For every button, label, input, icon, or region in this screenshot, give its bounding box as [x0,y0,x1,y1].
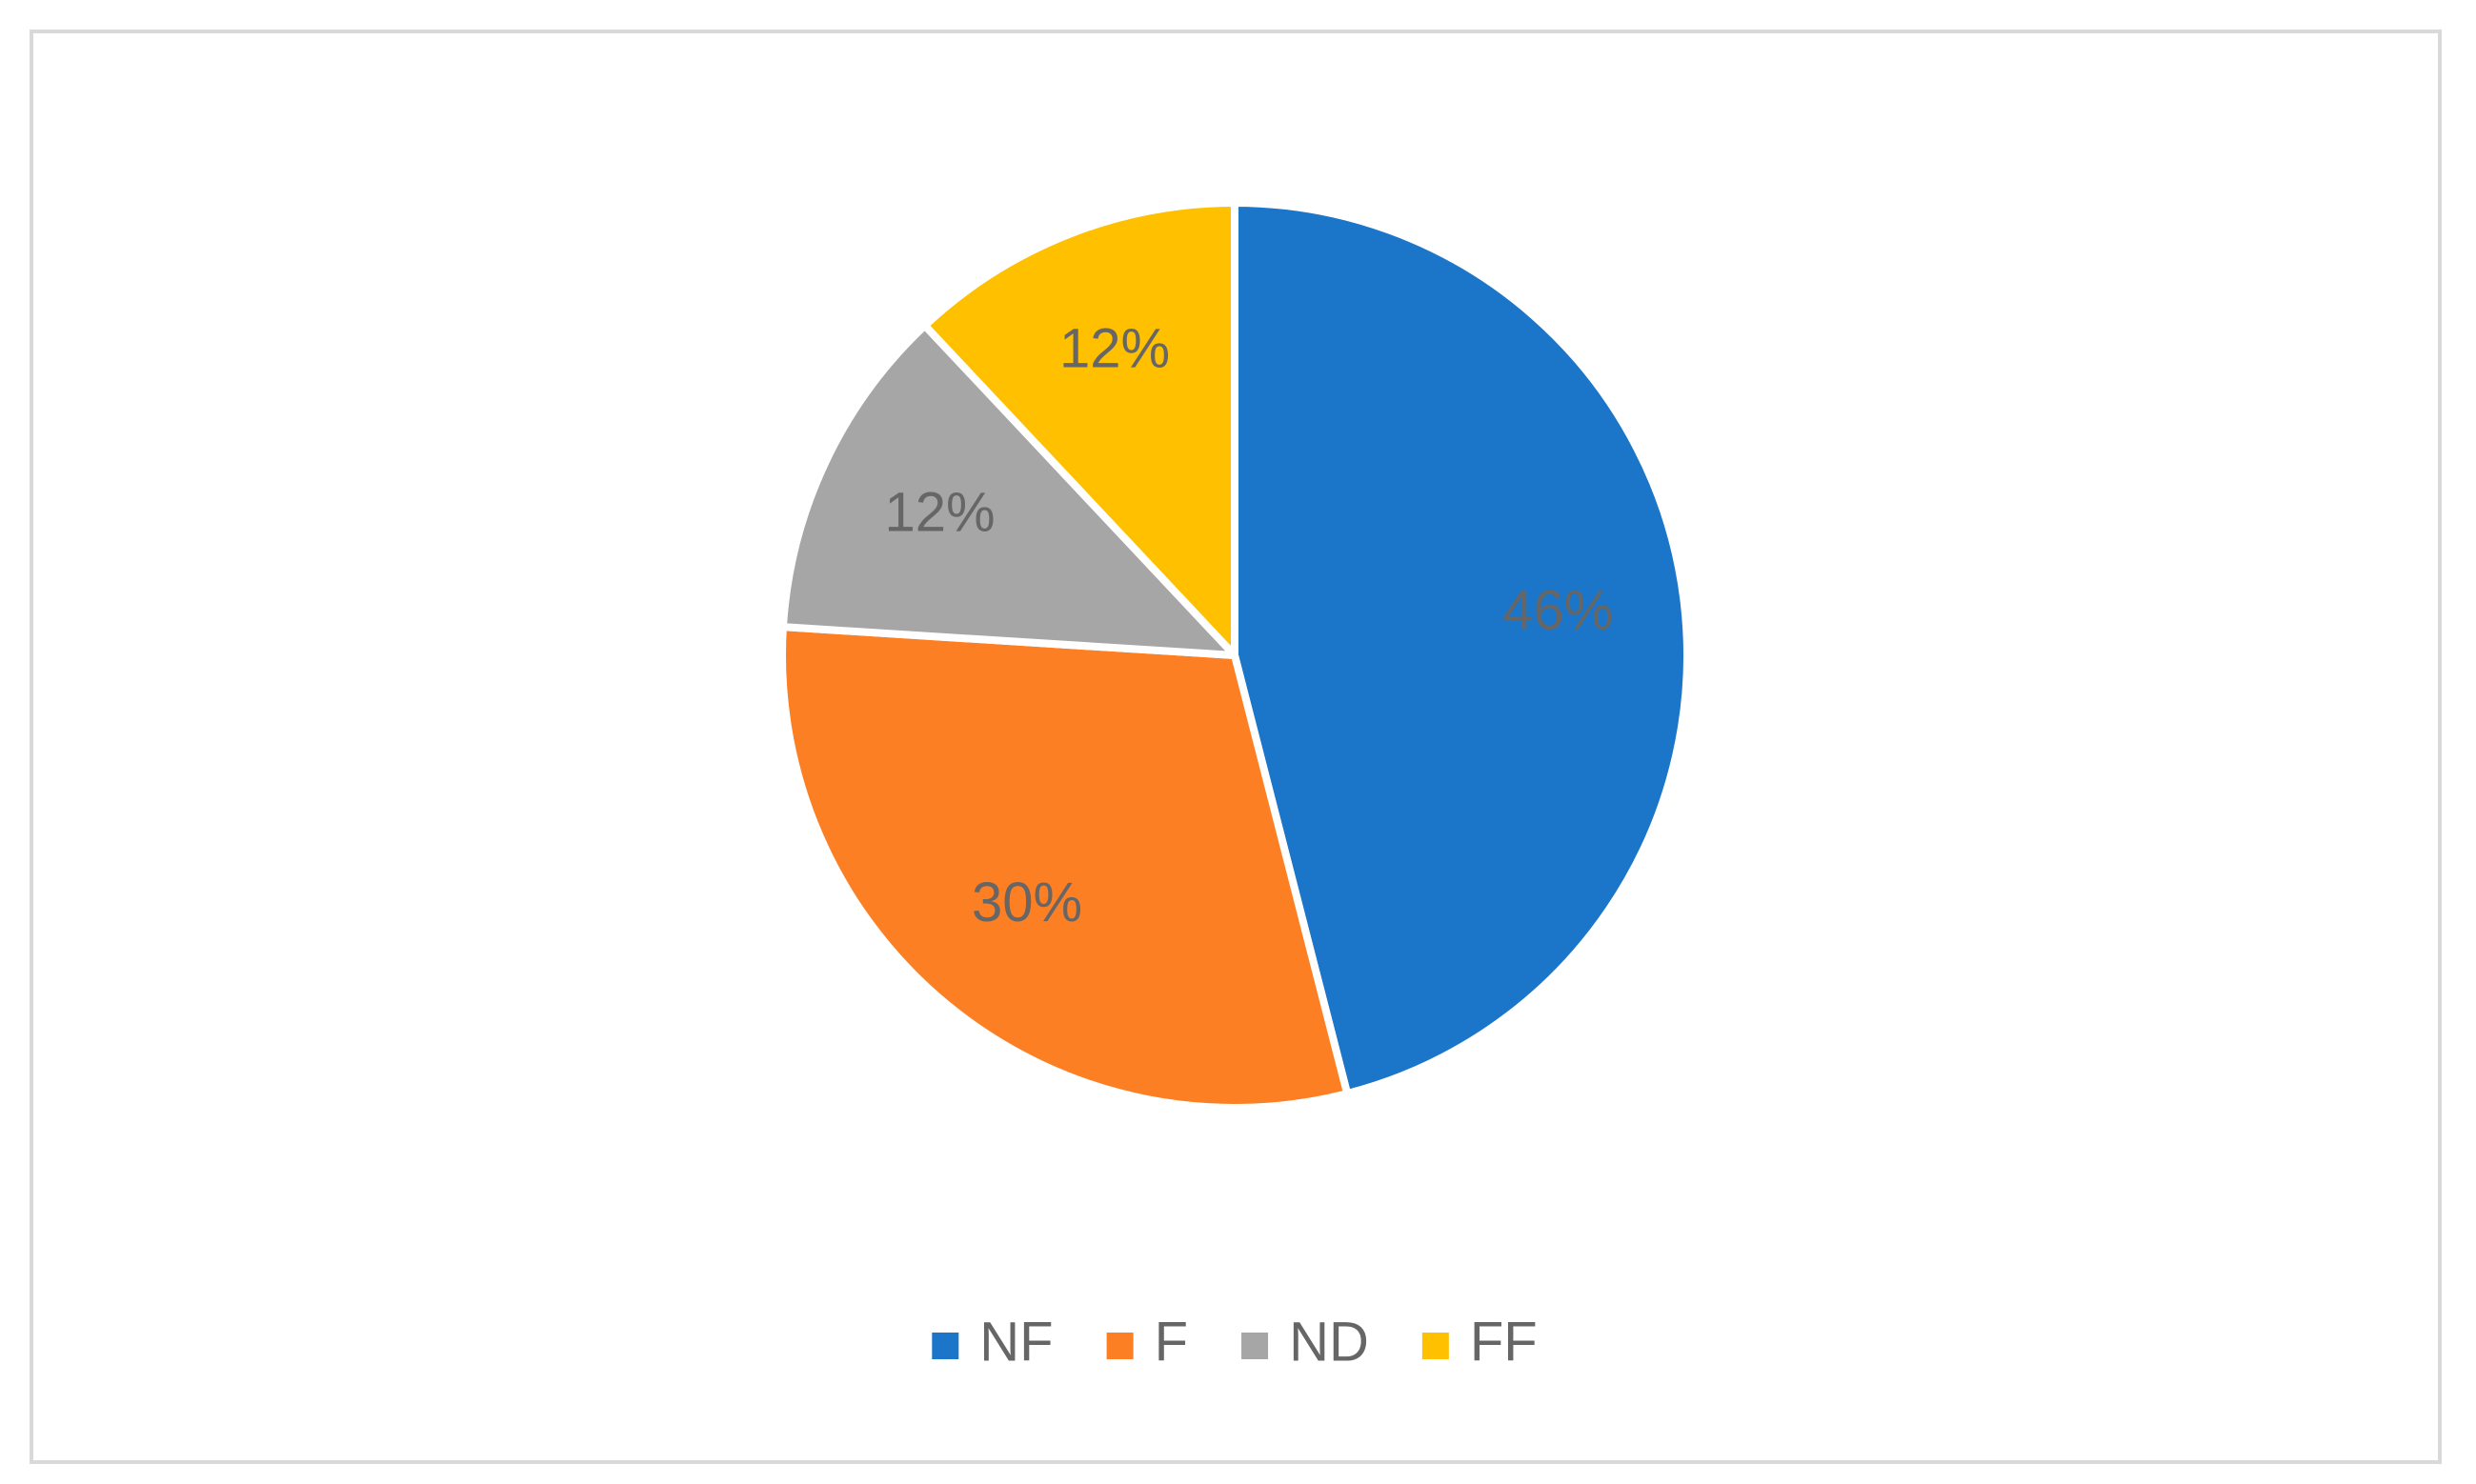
data-label: 46% [1502,579,1613,641]
data-label: 12% [885,482,996,544]
pie-slice [1231,199,1691,1098]
legend-swatch [1106,1333,1134,1359]
legend-swatch [1241,1333,1269,1359]
legend-label: FF [1470,1311,1538,1373]
legend-swatch [1421,1333,1449,1359]
legend-label: ND [1289,1311,1369,1373]
pie-slice [920,199,1238,659]
legend: NF F ND FF [932,1311,1538,1373]
legend-label: F [1155,1311,1188,1373]
pie-slice [778,623,1352,1112]
data-label: 12% [1059,317,1170,379]
legend-swatch [932,1333,959,1359]
legend-label: NF [979,1311,1053,1373]
pie-slice [778,321,1238,659]
data-label: 30% [972,872,1082,933]
